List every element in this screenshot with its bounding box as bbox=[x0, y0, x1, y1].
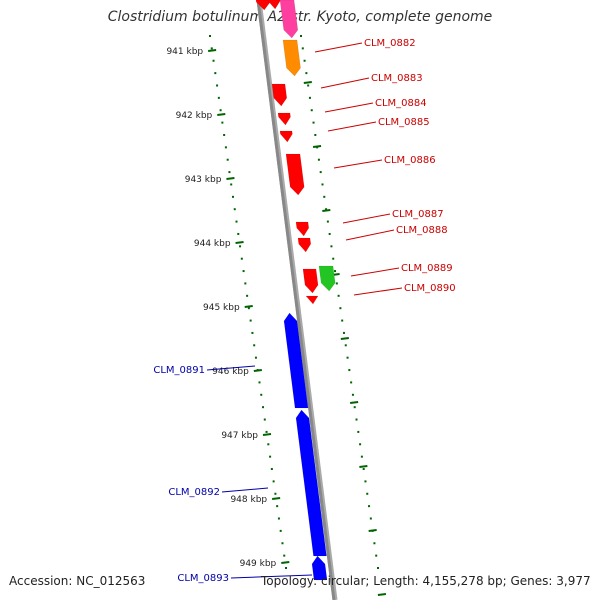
major-tick bbox=[217, 113, 226, 116]
gene-arrow bbox=[305, 295, 319, 305]
gene-arrow bbox=[267, 0, 281, 10]
outer-major-tick bbox=[340, 337, 349, 340]
tick-label: 946 kbp bbox=[212, 367, 249, 377]
gene-label-clm_0885: CLM_0885 bbox=[378, 117, 430, 128]
gene-arrow-clm_0891 bbox=[283, 312, 309, 409]
gene-arrow bbox=[255, 0, 271, 11]
gene-arrow-clm_0884 bbox=[277, 112, 291, 126]
tick-label: 948 kbp bbox=[230, 495, 267, 505]
tick-label: 949 kbp bbox=[240, 559, 277, 569]
gene-label-clm_0890: CLM_0890 bbox=[404, 283, 456, 294]
gene-label-clm_0893: CLM_0893 bbox=[177, 573, 229, 584]
leader-line bbox=[324, 102, 374, 113]
gene-arrow-clm_0890 bbox=[302, 268, 319, 294]
leader-line bbox=[333, 159, 383, 169]
leader-line bbox=[327, 121, 377, 132]
leader-line bbox=[350, 267, 400, 277]
tick-label: 945 kbp bbox=[203, 303, 240, 313]
tick-label: 944 kbp bbox=[194, 239, 231, 249]
tick-label: 947 kbp bbox=[221, 431, 258, 441]
outer-tick-scale bbox=[300, 35, 379, 569]
leader-line bbox=[320, 77, 370, 89]
outer-major-tick bbox=[312, 145, 322, 148]
outer-major-tick bbox=[322, 209, 331, 212]
gene-label-clm_0884: CLM_0884 bbox=[375, 98, 427, 109]
outer-major-tick bbox=[303, 81, 312, 84]
tick-label: 943 kbp bbox=[185, 175, 222, 185]
gene-arrow-clm_0893 bbox=[311, 555, 328, 581]
inner-tick-scale bbox=[209, 35, 287, 569]
major-tick bbox=[208, 49, 217, 52]
backbone-line bbox=[256, 0, 336, 600]
gene-arrow-clm_0882 bbox=[282, 39, 301, 77]
major-tick bbox=[281, 561, 290, 564]
gene-label-clm_0892: CLM_0892 bbox=[168, 487, 220, 498]
gene-arrow-clm_0883 bbox=[271, 83, 288, 107]
leader-line bbox=[342, 213, 391, 224]
leader-line bbox=[206, 365, 256, 371]
gene-features bbox=[255, 0, 336, 581]
gene-label-clm_0883: CLM_0883 bbox=[371, 73, 423, 84]
leader-line bbox=[314, 42, 363, 53]
tick-label: 942 kbp bbox=[176, 111, 213, 121]
gene-arrow-clm_0888 bbox=[297, 237, 312, 253]
outer-major-tick bbox=[359, 465, 368, 468]
genome-title: Clostridium botulinum A2 str. Kyoto, com… bbox=[107, 9, 493, 25]
gene-label-clm_0888: CLM_0888 bbox=[396, 225, 448, 236]
major-tick bbox=[226, 177, 235, 180]
gene-arrow-clm_0887 bbox=[295, 221, 310, 237]
major-tick bbox=[262, 433, 272, 436]
gene-label-clm_0889: CLM_0889 bbox=[401, 263, 453, 274]
leader-line bbox=[353, 287, 403, 296]
leader-line bbox=[345, 229, 395, 241]
gene-arrow-clm_0889 bbox=[318, 265, 336, 292]
leader-line bbox=[221, 487, 269, 493]
gene-label-clm_0887: CLM_0887 bbox=[392, 209, 444, 220]
leader-line bbox=[230, 574, 313, 579]
major-tick bbox=[272, 497, 281, 500]
topology-text: Topology: circular; Length: 4,155,278 bp… bbox=[261, 574, 591, 588]
gene-arrow-clm_0885 bbox=[279, 130, 293, 143]
gene-arrow-clm_0892 bbox=[295, 409, 327, 557]
tick-marks: 941 kbp 942 kbp 943 kbp 944 kbp 945 kbp 946 k… bbox=[166, 35, 387, 596]
gene-label-clm_0891: CLM_0891 bbox=[153, 365, 205, 376]
gene-arrow-clm_0886 bbox=[285, 153, 305, 196]
genome-backbone bbox=[256, 0, 338, 600]
major-tick bbox=[235, 241, 244, 244]
outer-major-tick bbox=[377, 593, 387, 596]
tick-label: 941 kbp bbox=[166, 47, 203, 57]
accession-text: Accession: NC_012563 bbox=[9, 574, 146, 588]
outer-major-tick bbox=[368, 529, 377, 532]
gene-label-clm_0886: CLM_0886 bbox=[384, 155, 436, 166]
outer-major-tick bbox=[349, 401, 359, 404]
gene-label-clm_0882: CLM_0882 bbox=[364, 38, 416, 49]
gene-arrow bbox=[279, 0, 299, 39]
gene-labels: CLM_0882 CLM_0883 CLM_0884 CLM_0885 CLM_0886… bbox=[153, 38, 455, 584]
major-tick bbox=[253, 369, 262, 372]
major-tick bbox=[244, 305, 253, 308]
